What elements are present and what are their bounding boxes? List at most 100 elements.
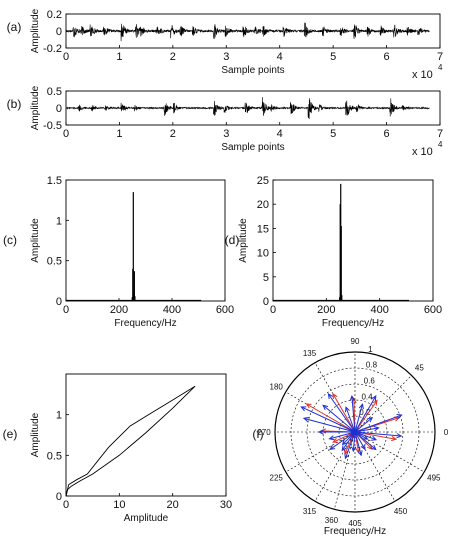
x-tick-label-2-0: 0 bbox=[63, 304, 69, 316]
polar-radial-label-0: 0.2 bbox=[359, 408, 371, 417]
polar-arrow-blue-head-17 bbox=[360, 444, 366, 451]
polar-angle-label-10: 450 bbox=[394, 507, 408, 516]
x-tick-label-0-1: 1 bbox=[116, 51, 122, 63]
plot-frame-4 bbox=[65, 373, 227, 497]
polar-arrow-blue-shaft-12 bbox=[329, 431, 356, 450]
x-tick-label-1-2: 2 bbox=[170, 128, 176, 140]
x-tick-label-3-1: 200 bbox=[317, 304, 335, 316]
polar-arrow-blue-head-15 bbox=[351, 446, 357, 453]
y-axis-label-1: Amplitude bbox=[30, 85, 41, 130]
polar-spoke-8 bbox=[334, 431, 356, 510]
polar-arrow-red-head-3 bbox=[332, 392, 338, 399]
y-tick-label-3-3: 15 bbox=[257, 223, 269, 235]
polar-arrow-blue-shaft-8 bbox=[301, 406, 356, 433]
polar-arrow-blue-head-21 bbox=[373, 426, 380, 432]
polar-spoke-1 bbox=[354, 375, 412, 433]
e-curve-0 bbox=[65, 385, 196, 497]
polar-radial-label-2: 0.6 bbox=[364, 376, 376, 385]
polar-arrow-blue-head-4 bbox=[349, 394, 355, 401]
polar-arrow-blue-head-1 bbox=[367, 416, 374, 423]
polar-arrow-blue-head-6 bbox=[327, 393, 333, 399]
polar-arrow-blue-shaft-15 bbox=[352, 431, 356, 452]
polar-arrow-blue-head-11 bbox=[328, 435, 335, 441]
x-tick-label-3-2: 400 bbox=[370, 304, 388, 316]
polar-arrow-blue-shaft-20 bbox=[354, 431, 402, 437]
polar-angle-label-7: 315 bbox=[303, 507, 317, 516]
plot-frame-2 bbox=[65, 179, 226, 302]
polar-radial-label-4: 1 bbox=[368, 345, 373, 354]
polar-spoke-7 bbox=[314, 431, 356, 502]
polar-arrow-red-head-1 bbox=[372, 399, 378, 406]
x-tick-label-2-2: 400 bbox=[163, 304, 181, 316]
y-tick-label-3-2: 10 bbox=[257, 248, 269, 260]
panel-label-5: (f) bbox=[252, 427, 263, 441]
polar-arrow-blue-head-14 bbox=[344, 453, 350, 460]
polar-arrow-blue-shaft-17 bbox=[354, 431, 366, 450]
polar-angle-label-6: 225 bbox=[270, 474, 284, 483]
polar-arrow-blue-head-5 bbox=[345, 406, 350, 413]
polar-arrow-blue-shaft-22 bbox=[342, 431, 356, 445]
polar-arrow-red-shaft-6 bbox=[333, 431, 356, 443]
polar-arrow-blue-shaft-23 bbox=[354, 431, 368, 440]
y-tick-label-3-4: 20 bbox=[257, 199, 269, 211]
x-tick-label-2-3: 600 bbox=[216, 304, 234, 316]
x-tick-label-1-3: 3 bbox=[223, 128, 229, 140]
x-tick-label-4-0: 0 bbox=[63, 499, 69, 511]
polar-arrow-blue-shaft-18 bbox=[354, 431, 377, 450]
x-tick-label-3-3: 600 bbox=[424, 304, 442, 316]
polar-arrow-red-head-6 bbox=[332, 437, 339, 443]
polar-angle-label-8: 360 bbox=[325, 516, 339, 525]
polar-ring-4 bbox=[274, 351, 436, 513]
x-multiplier-exp-1: 4 bbox=[438, 140, 443, 149]
polar-arrow-blue-shaft-21 bbox=[354, 427, 379, 433]
polar-arrow-blue-head-19 bbox=[371, 435, 378, 441]
polar-arrow-blue-head-10 bbox=[317, 429, 324, 435]
y-tick-label-3-1: 5 bbox=[263, 272, 269, 284]
y-tick-label-0-1: 0 bbox=[56, 26, 62, 38]
x-tick-label-4-2: 20 bbox=[167, 499, 179, 511]
polar-arrow-blue-shaft-9 bbox=[303, 417, 356, 433]
panel-label-4: (e) bbox=[3, 427, 18, 441]
y-axis-label-2: Amplitude bbox=[30, 218, 41, 263]
polar-arrow-blue-shaft-1 bbox=[354, 417, 373, 433]
polar-arrow-red-head-4 bbox=[305, 403, 312, 409]
x-axis-label-4: Amplitude bbox=[124, 513, 169, 524]
polar-radial-label-3: 0.8 bbox=[366, 361, 378, 370]
y-tick-label-4-0: 0 bbox=[56, 491, 62, 503]
polar-arrow-red-shaft-1 bbox=[354, 400, 378, 433]
polar-arrow-red-shaft-4 bbox=[306, 403, 356, 433]
x-tick-label-0-3: 3 bbox=[223, 51, 229, 63]
x-tick-label-0-5: 5 bbox=[330, 51, 336, 63]
x-multiplier-0: x 10 bbox=[412, 69, 433, 81]
polar-arrow-blue-head-12 bbox=[329, 444, 336, 451]
polar-angle-label-3: 135 bbox=[303, 349, 317, 358]
polar-arrow-blue-shaft-7 bbox=[322, 404, 356, 433]
x-tick-label-1-7: 7 bbox=[437, 128, 443, 140]
x-axis-label-0: Sample points bbox=[221, 65, 284, 76]
x-tick-label-1-0: 0 bbox=[63, 128, 69, 140]
x-tick-label-2-1: 200 bbox=[110, 304, 128, 316]
y-tick-label-3-0: 0 bbox=[263, 296, 269, 308]
y-tick-label-2-0: 0 bbox=[56, 296, 62, 308]
y-tick-label-2-3: 1.5 bbox=[47, 175, 62, 187]
x-axis-label-5: Frequency/Hz bbox=[324, 526, 386, 537]
polar-angle-label-9: 405 bbox=[348, 519, 362, 528]
polar-arrow-blue-head-7 bbox=[322, 404, 329, 411]
polar-arrow-blue-head-23 bbox=[362, 434, 369, 440]
y-axis-label-0: Amplitude bbox=[30, 8, 41, 53]
polar-arrow-blue-shaft-2 bbox=[354, 395, 377, 433]
y-tick-label-0-0: -0.2 bbox=[43, 43, 62, 55]
polar-arrow-blue-shaft-16 bbox=[354, 431, 362, 456]
x-axis-label-3: Frequency/Hz bbox=[322, 318, 384, 329]
x-tick-label-3-0: 0 bbox=[270, 304, 276, 316]
polar-arrow-blue-shaft-0 bbox=[354, 414, 402, 433]
y-tick-label-0-2: 0.2 bbox=[47, 9, 62, 21]
polar-arrow-blue-head-13 bbox=[341, 445, 347, 452]
panel-label-1: (b) bbox=[7, 97, 22, 111]
polar-angle-label-0: 0 bbox=[444, 428, 449, 437]
polar-arrow-blue-head-18 bbox=[370, 444, 377, 451]
polar-arrow-blue-head-16 bbox=[357, 450, 363, 457]
polar-arrow-blue-shaft-6 bbox=[327, 393, 356, 433]
polar-angle-label-11: 495 bbox=[427, 474, 441, 483]
